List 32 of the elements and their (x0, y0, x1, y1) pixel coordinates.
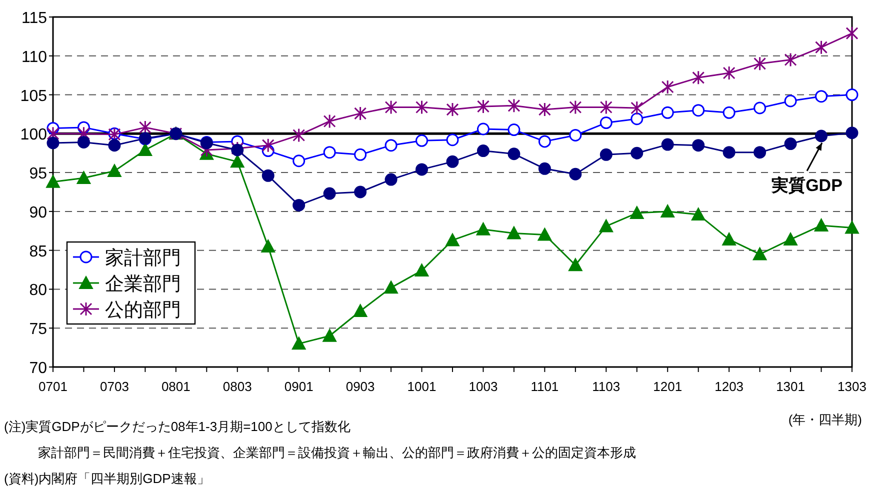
x-tick-label: 0901 (284, 379, 314, 394)
x-tick-label: 1001 (407, 379, 436, 394)
y-tick-label: 75 (29, 321, 48, 338)
y-tick-label: 80 (29, 282, 48, 300)
text: 家計部門＝民間消費＋住宅投資、企業部門＝設備投資＋輸出、公的部門＝政府消費＋公的固定資本形成 (38, 445, 636, 460)
y-tick-label: 105 (20, 88, 48, 105)
x-tick-label: 1103 (592, 379, 620, 394)
y-tick-label: 90 (29, 204, 48, 222)
x-tick-label: 1203 (714, 379, 744, 394)
text: (資料)内閣府「四半期別GDP速報」 (4, 471, 210, 486)
annotation: 実質GDP (770, 176, 842, 195)
x-tick-label: 1303 (838, 379, 866, 394)
x-tick-label: 0703 (100, 379, 129, 394)
x-tick-label: 0801 (161, 379, 190, 394)
x-tick-label: 0701 (38, 379, 68, 394)
x-tick-label: 0903 (346, 379, 375, 394)
x-tick-label: 1101 (530, 379, 559, 394)
legend-label: 家計部門 (105, 247, 181, 269)
x-tick-label: 1301 (776, 379, 805, 394)
x-tick-label: 1003 (468, 379, 498, 394)
y-tick-label: 100 (20, 126, 48, 144)
text: (注)実質GDPがピークだった08年1-3月期=100として指数化 (4, 419, 350, 434)
x-tick-label: 0803 (222, 379, 252, 394)
x-axis-title: (年・四半期) (788, 412, 862, 427)
x-tick-label: 1201 (653, 379, 682, 394)
y-tick-label: 95 (29, 166, 48, 183)
y-tick-label: 110 (21, 48, 48, 66)
legend-label: 公的部門 (105, 299, 181, 321)
y-tick-label: 85 (29, 243, 48, 260)
legend-label: 企業部門 (105, 273, 181, 295)
y-tick-label: 70 (29, 360, 48, 377)
y-tick-label: 115 (21, 10, 48, 27)
